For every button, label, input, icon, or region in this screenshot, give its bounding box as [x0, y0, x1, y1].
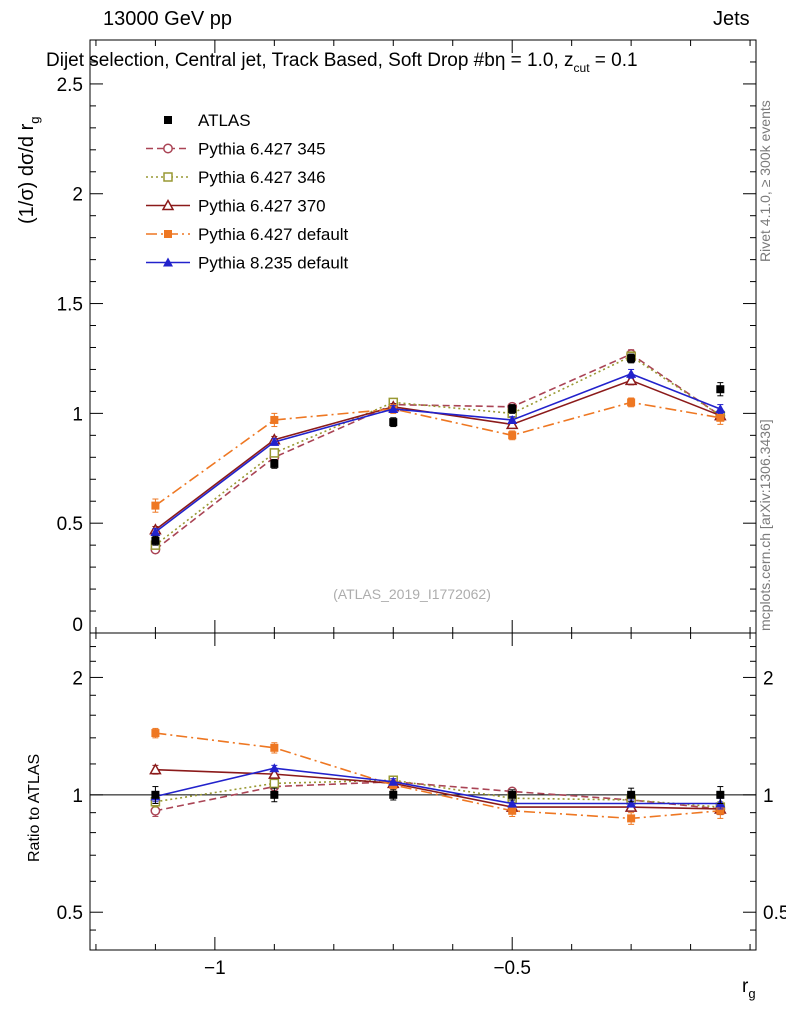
plot-title-suffix: = 0.1 [589, 50, 638, 71]
marker-square [151, 501, 160, 510]
series-line [154, 379, 721, 531]
series-line [154, 355, 721, 546]
beam-energy-label: 13000 GeV pp [103, 8, 232, 30]
marker-square [627, 354, 636, 363]
x-axis-tick-label: −1 [204, 958, 226, 979]
marker-square [508, 431, 517, 440]
marker-triangle [388, 403, 399, 413]
series-line [155, 779, 721, 808]
legend-label: ATLAS [198, 111, 251, 130]
rivet-version-label: Rivet 4.1.0, ≥ 300k events [757, 100, 773, 262]
marker-square [716, 806, 725, 815]
series-line [154, 353, 721, 551]
x-axis-label: rg [742, 976, 756, 1001]
marker-triangle [388, 776, 399, 786]
plot-title-subscript: cut [573, 61, 590, 75]
marker-square [151, 729, 160, 738]
marker-square-open [269, 778, 280, 789]
mcplots-reference-label: mcplots.cern.ch [arXiv:1306.3436] [757, 419, 773, 631]
y-axis-tick-label: 0 [72, 615, 83, 636]
process-label: Jets [713, 8, 750, 30]
marker-triangle [269, 763, 280, 773]
y-axis-tick-label: 2 [763, 668, 774, 689]
x-axis-label-text: r [742, 976, 749, 997]
marker-triangle [626, 368, 637, 378]
marker-square [270, 790, 279, 799]
marker-triangle [163, 257, 173, 267]
legend-label: Pythia 6.427 346 [198, 168, 326, 187]
y-axis-tick-label: 1.5 [57, 295, 83, 316]
marker-square [508, 806, 517, 815]
marker-square [508, 404, 517, 413]
y-axis-label-main-text: (1/σ) dσ/d r [16, 123, 38, 224]
legend-label: Pythia 8.235 default [198, 254, 349, 273]
marker-square [270, 415, 279, 424]
series-line [155, 767, 721, 805]
legend-label: Pythia 6.427 345 [198, 140, 326, 159]
y-axis-tick-label: 1 [763, 786, 774, 807]
marker-triangle [269, 436, 280, 446]
plot-title: Dijet selection, Central jet, Track Base… [46, 50, 638, 75]
plot-title-text: Dijet selection, Central jet, Track Base… [46, 50, 574, 71]
marker-circle-open [150, 805, 161, 816]
marker-triangle [715, 403, 726, 413]
watermark: (ATLAS_2019_I1772062) [333, 586, 491, 602]
y-axis-tick-label: 2 [72, 185, 83, 206]
marker-triangle-open [268, 767, 281, 779]
y-axis-tick-label: 2 [72, 668, 83, 689]
marker-square [716, 790, 725, 799]
y-axis-label-main-subscript: g [27, 116, 42, 124]
marker-square-open [163, 172, 173, 182]
marker-square [627, 790, 636, 799]
marker-square [389, 790, 398, 799]
marker-square [151, 536, 160, 545]
marker-square [270, 459, 279, 468]
marker-square [164, 116, 172, 124]
y-axis-tick-label: 0.5 [57, 514, 83, 535]
marker-circle-open [163, 143, 173, 154]
y-axis-label-main: (1/σ) dσ/d rg [16, 117, 42, 225]
marker-triangle [626, 798, 637, 808]
main-panel-frame [89, 39, 757, 634]
marker-square [389, 418, 398, 427]
series-line [155, 780, 721, 812]
y-axis-label-ratio: Ratio to ATLAS [26, 753, 43, 862]
y-axis-tick-label: 0.5 [763, 903, 786, 924]
marker-square [716, 385, 725, 394]
marker-triangle [150, 526, 161, 536]
marker-square [627, 814, 636, 823]
marker-square [508, 790, 517, 799]
marker-square [270, 743, 279, 752]
marker-triangle [507, 414, 518, 424]
marker-square-open [269, 448, 280, 458]
marker-square [164, 230, 172, 238]
legend-label: Pythia 6.427 370 [198, 197, 326, 216]
ratio-panel-frame [89, 632, 757, 951]
legend-label: Pythia 6.427 default [198, 225, 349, 244]
x-axis-tick-label: −0.5 [493, 958, 531, 979]
marker-triangle-open [149, 763, 162, 775]
y-axis-tick-label: 2.5 [57, 75, 83, 96]
marker-square [627, 398, 636, 407]
marker-triangle-open [161, 198, 175, 211]
marker-square [716, 413, 725, 422]
y-axis-tick-label: 0.5 [57, 903, 83, 924]
series-line [154, 372, 721, 533]
marker-square [151, 790, 160, 799]
marker-triangle [507, 798, 518, 808]
series-line [154, 401, 721, 507]
series-line [155, 732, 721, 820]
y-axis-tick-label: 1 [72, 786, 83, 807]
y-axis-tick-label: 1 [72, 404, 83, 425]
marker-triangle-open [624, 373, 638, 386]
x-axis-label-subscript: g [748, 986, 756, 1001]
